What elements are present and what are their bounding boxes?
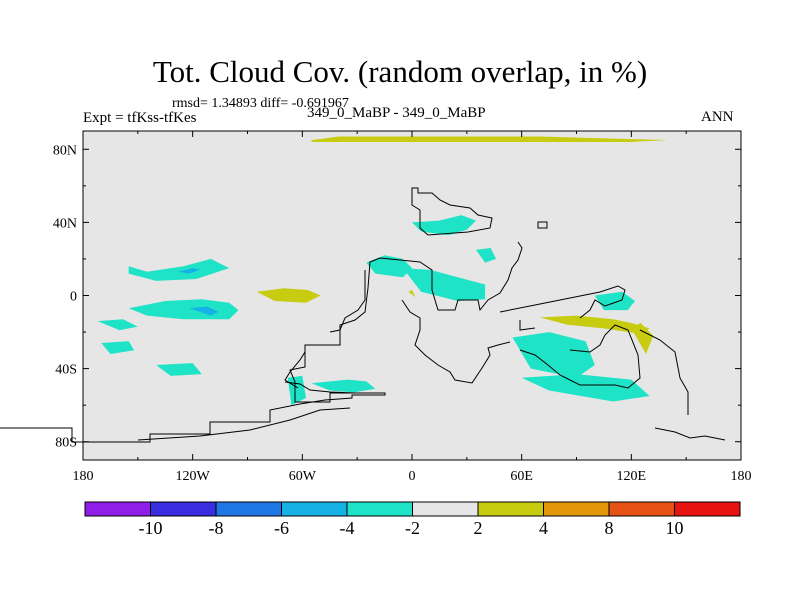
colorbar-swatch-9 (674, 501, 741, 517)
x-tick-label-3: 0 (409, 469, 416, 484)
y-axis-ticks: 80N 40N 0 40S 80S (53, 143, 741, 451)
coastline-australia (519, 324, 641, 389)
anomaly-region-5 (189, 306, 219, 316)
colorbar-swatch-7 (543, 501, 610, 517)
colorbar-swatch-0 (84, 501, 151, 517)
coastline-island (537, 221, 548, 229)
map-background (83, 131, 741, 460)
anomaly-region-16 (311, 379, 376, 393)
anomaly-region-14 (521, 374, 650, 402)
colorbar-swatch-1 (150, 501, 217, 517)
coastline-north-america (0, 241, 523, 443)
x-tick-label-0: 180 (73, 469, 94, 484)
colorbar-label-0: -10 (139, 518, 163, 538)
anomaly-region-6 (97, 319, 138, 331)
season-label: ANN (701, 109, 734, 125)
anomaly-region-10 (402, 268, 486, 301)
y-tick-label-0: 80N (53, 143, 77, 158)
coastline-africa (401, 299, 511, 384)
y-tick-label-1: 40N (53, 216, 77, 231)
colorbar-label-2: -6 (274, 518, 289, 538)
anomaly-region-18 (539, 315, 650, 334)
x-tick-label-4: 60E (510, 469, 533, 484)
anomaly-region-12 (476, 248, 497, 263)
x-tick-label-1: 120W (176, 469, 211, 484)
colorbar-label-1: -8 (209, 518, 224, 538)
anomaly-region-9 (366, 255, 412, 278)
coastline-south (284, 320, 536, 394)
colorbar-swatch-5 (412, 501, 479, 517)
colorbar-label-6: 4 (539, 518, 548, 538)
experiment-label: Expt = tfKss-tfKes (83, 110, 197, 126)
chart-title: Tot. Cloud Cov. (random overlap, in %) (152, 54, 648, 89)
y-tick-label-3: 40S (55, 363, 77, 378)
x-tick-label-2: 60W (289, 469, 317, 484)
rmsd-diff-stats: rmsd= 1.34893 diff= -0.691967 (172, 96, 349, 111)
x-tick-label-5: 120E (617, 469, 647, 484)
anomaly-region-13 (512, 332, 595, 378)
colorbar-swatch-2 (215, 501, 282, 517)
colorbar-swatch-8 (608, 501, 675, 517)
anomaly-region-11 (412, 215, 476, 236)
anomaly-region-2 (178, 268, 200, 274)
anomaly-region-1 (128, 258, 230, 281)
y-tick-label-4: 80S (55, 436, 77, 451)
colorbar-label-7: 8 (605, 518, 614, 538)
colorbar-label-3: -4 (340, 518, 355, 538)
anomaly-region-3 (256, 288, 321, 303)
coastline-eurasia-north (411, 187, 493, 236)
colorbar-label-8: 10 (666, 518, 684, 538)
colorbar: -10 -8 -6 -4 -2 2 4 8 10 (84, 501, 741, 538)
case-label: 349_0_MaBP - 349_0_MaBP (307, 105, 486, 121)
coastlines (0, 187, 726, 443)
anomaly-region-0 (311, 136, 668, 142)
x-axis-ticks: 180 120W 60W 0 60E 120E 180 (73, 131, 752, 484)
anomaly-fills (97, 136, 668, 406)
anomaly-region-19 (631, 322, 654, 354)
colorbar-swatch-4 (346, 501, 413, 517)
colorbar-label-5: 2 (474, 518, 483, 538)
colorbar-label-4: -2 (405, 518, 420, 538)
anomaly-region-8 (156, 363, 202, 376)
y-tick-label-2: 0 (70, 290, 77, 305)
colorbar-swatch-6 (477, 501, 544, 517)
coastline-asia-east (499, 285, 626, 319)
colorbar-swatch-3 (281, 501, 348, 517)
anomaly-region-20 (408, 290, 416, 298)
anomaly-region-7 (101, 341, 135, 354)
x-tick-label-6: 180 (731, 469, 752, 484)
coastline-east-pacific (639, 329, 726, 441)
